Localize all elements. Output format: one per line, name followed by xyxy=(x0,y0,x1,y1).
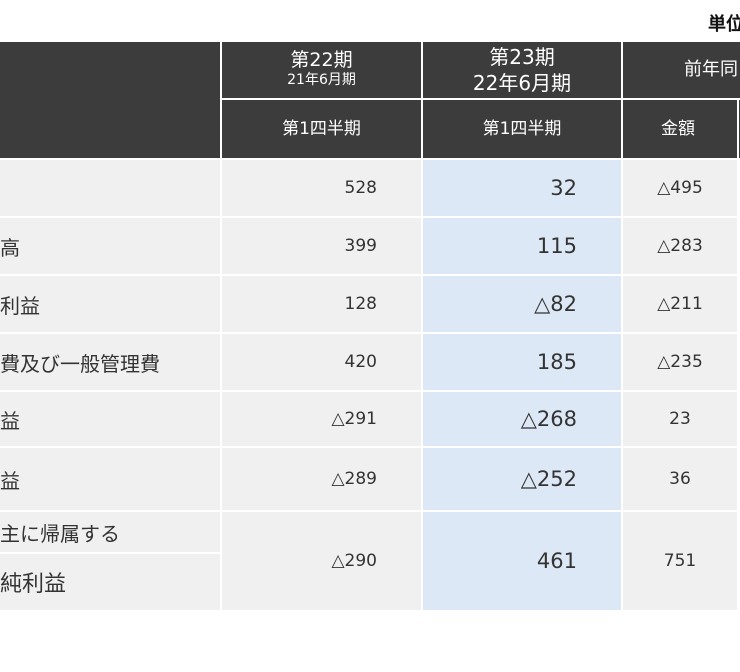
yoy-amount: △283 xyxy=(623,218,737,274)
value-23-q1: △252 xyxy=(423,448,621,510)
header-q1-23-label: 第1四半期 xyxy=(482,119,562,139)
row-label xyxy=(0,160,220,216)
value-22-q1: △291 xyxy=(222,392,421,446)
row-label: 費及び一般管理費 xyxy=(0,334,220,390)
header-q1-22: 第1四半期 xyxy=(222,100,421,158)
header-period23-subtitle: 22年6月期 xyxy=(472,71,572,95)
value-22-q1: 399 xyxy=(222,218,421,274)
row-label: 益 xyxy=(0,448,220,510)
header-period23: 第23期 22年6月期 xyxy=(423,42,621,98)
yoy-amount: 36 xyxy=(623,448,737,510)
value-23-q1: 115 xyxy=(423,218,621,274)
value-22-q1: △289 xyxy=(222,448,421,510)
value-23-q1: 32 xyxy=(423,160,621,216)
header-period23-title: 第23期 xyxy=(489,45,555,69)
row-label-line2: 純利益 xyxy=(0,554,220,610)
value-22-q1: 128 xyxy=(222,276,421,332)
yoy-amount: 751 xyxy=(623,512,737,610)
row-label: 利益 xyxy=(0,276,220,332)
row-label: 高 xyxy=(0,218,220,274)
header-q1-22-label: 第1四半期 xyxy=(282,119,361,139)
row-label: 主に帰属する xyxy=(0,512,220,552)
value-23-q1: △82 xyxy=(423,276,621,332)
yoy-amount: △211 xyxy=(623,276,737,332)
value-22-q1: △290 xyxy=(222,512,421,610)
value-23-q1: 461 xyxy=(423,512,621,610)
row-label: 益 xyxy=(0,392,220,446)
value-23-q1: △268 xyxy=(423,392,621,446)
header-period22-title: 第22期 xyxy=(290,49,353,71)
value-22-q1: 528 xyxy=(222,160,421,216)
yoy-amount: △235 xyxy=(623,334,737,390)
header-period22-subtitle: 21年6月期 xyxy=(287,72,356,88)
value-22-q1: 420 xyxy=(222,334,421,390)
unit-label: 単位 xyxy=(708,14,740,35)
header-yoy: 前年同 xyxy=(623,42,740,98)
header-blank xyxy=(0,42,220,158)
value-23-q1: 185 xyxy=(423,334,621,390)
yoy-amount: △495 xyxy=(623,160,737,216)
yoy-amount: 23 xyxy=(623,392,737,446)
header-amount: 金額 xyxy=(623,100,737,158)
header-amount-label: 金額 xyxy=(661,119,695,139)
header-q1-23: 第1四半期 xyxy=(423,100,621,158)
header-yoy-label: 前年同 xyxy=(684,59,738,80)
header-period22: 第22期 21年6月期 xyxy=(222,42,421,98)
